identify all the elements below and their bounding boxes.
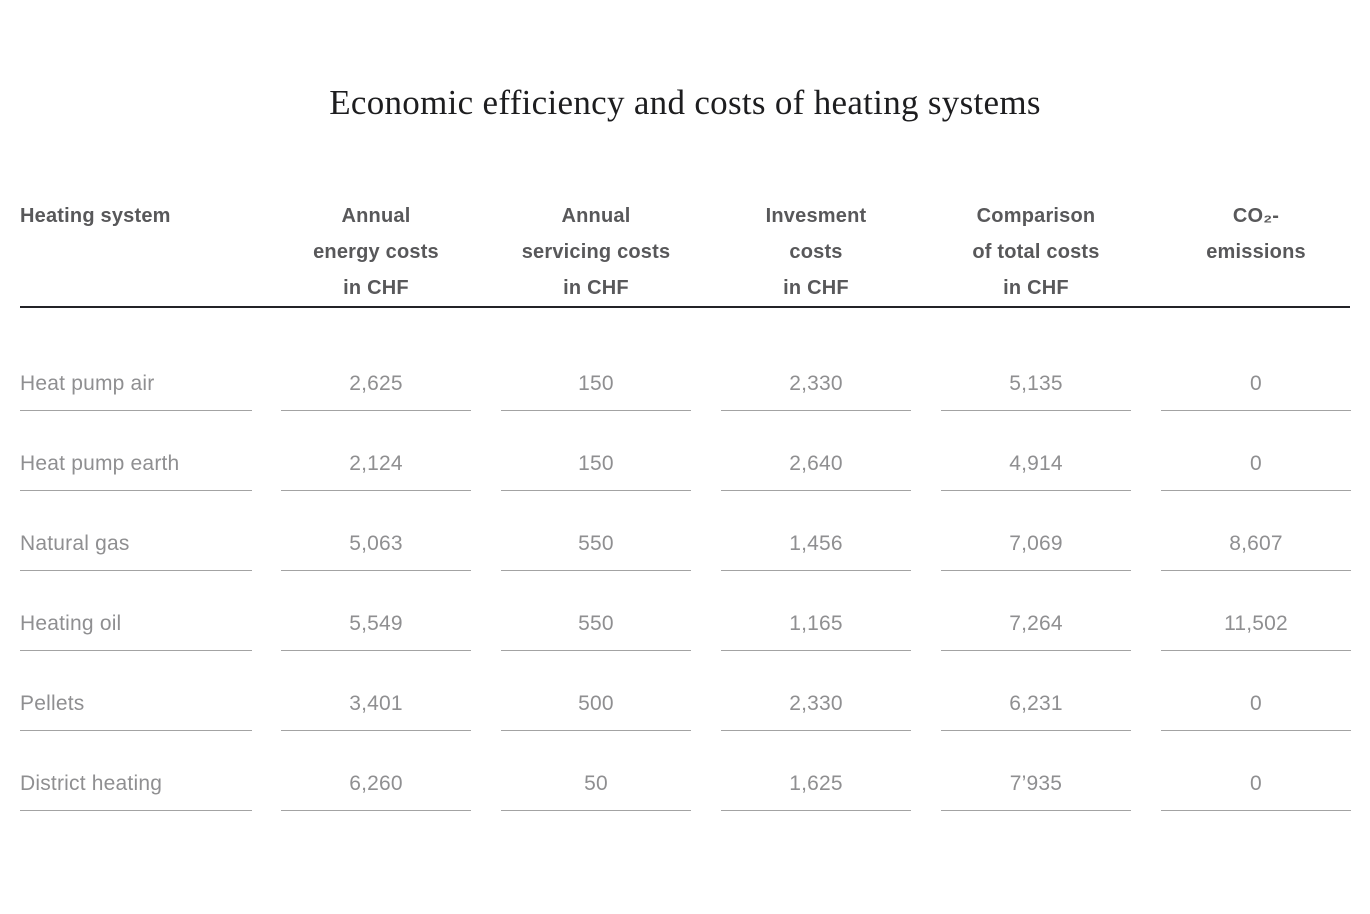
investment-costs-value: 1,165: [706, 611, 926, 651]
annual-servicing-costs-value: 150: [486, 451, 706, 491]
row-label: Heating oil: [20, 611, 266, 651]
annual-energy-costs-value: 5,063: [266, 531, 486, 571]
column-header-total-costs-comparison: Comparison of total costs in CHF: [972, 205, 1100, 299]
column-header-annual-energy-costs: Annual energy costs in CHF: [313, 205, 439, 299]
total-costs-value: 7’935: [926, 771, 1146, 811]
column-header-heating-system: Heating system: [20, 205, 171, 227]
co2-emissions-value: 0: [1146, 771, 1366, 811]
page-title: Economic efficiency and costs of heating…: [329, 83, 1041, 122]
annual-energy-costs-value: 2,124: [266, 451, 486, 491]
heating-costs-table: Heating system Annual energy costs in CH…: [20, 198, 1366, 811]
column-header-co2-emissions: CO₂- emissions: [1206, 205, 1306, 263]
total-costs-value: 7,264: [926, 611, 1146, 651]
co2-emissions-value: 0: [1146, 691, 1366, 731]
column-header-investment-costs: Invesment costs in CHF: [765, 205, 867, 299]
table-row-natural-gas: Natural gas 5,063 550 1,456 7,069 8,607: [20, 491, 1366, 571]
co2-emissions-value: 0: [1146, 451, 1366, 491]
table-row-heat-pump-earth: Heat pump earth 2,124 150 2,640 4,914 0: [20, 411, 1366, 491]
annual-servicing-costs-value: 550: [486, 531, 706, 571]
annual-energy-costs-value: 6,260: [266, 771, 486, 811]
investment-costs-value: 1,456: [706, 531, 926, 571]
column-header-annual-servicing-costs: Annual servicing costs in CHF: [521, 205, 671, 299]
table-row-heat-pump-air: Heat pump air 2,625 150 2,330 5,135 0: [20, 331, 1366, 411]
annual-servicing-costs-value: 50: [486, 771, 706, 811]
row-label: Natural gas: [20, 531, 266, 571]
table-row-district-heating: District heating 6,260 50 1,625 7’935 0: [20, 731, 1366, 811]
annual-servicing-costs-value: 500: [486, 691, 706, 731]
row-label: District heating: [20, 771, 266, 811]
header-divider-line: [20, 306, 1350, 308]
total-costs-value: 7,069: [926, 531, 1146, 571]
investment-costs-value: 1,625: [706, 771, 926, 811]
co2-emissions-value: 8,607: [1146, 531, 1366, 571]
annual-energy-costs-value: 2,625: [266, 371, 486, 411]
co2-emissions-value: 11,502: [1146, 611, 1366, 651]
annual-energy-costs-value: 5,549: [266, 611, 486, 651]
total-costs-value: 4,914: [926, 451, 1146, 491]
investment-costs-value: 2,330: [706, 691, 926, 731]
annual-energy-costs-value: 3,401: [266, 691, 486, 731]
row-label: Heat pump air: [20, 371, 266, 411]
row-label: Pellets: [20, 691, 266, 731]
row-label: Heat pump earth: [20, 451, 266, 491]
total-costs-value: 5,135: [926, 371, 1146, 411]
table-header-row: Heating system Annual energy costs in CH…: [20, 198, 1366, 306]
table-body: Heat pump air 2,625 150 2,330 5,135 0 He…: [20, 308, 1366, 811]
annual-servicing-costs-value: 550: [486, 611, 706, 651]
investment-costs-value: 2,330: [706, 371, 926, 411]
total-costs-value: 6,231: [926, 691, 1146, 731]
table-row-pellets: Pellets 3,401 500 2,330 6,231 0: [20, 651, 1366, 731]
table-row-heating-oil: Heating oil 5,549 550 1,165 7,264 11,502: [20, 571, 1366, 651]
annual-servicing-costs-value: 150: [486, 371, 706, 411]
co2-emissions-value: 0: [1146, 371, 1366, 411]
investment-costs-value: 2,640: [706, 451, 926, 491]
